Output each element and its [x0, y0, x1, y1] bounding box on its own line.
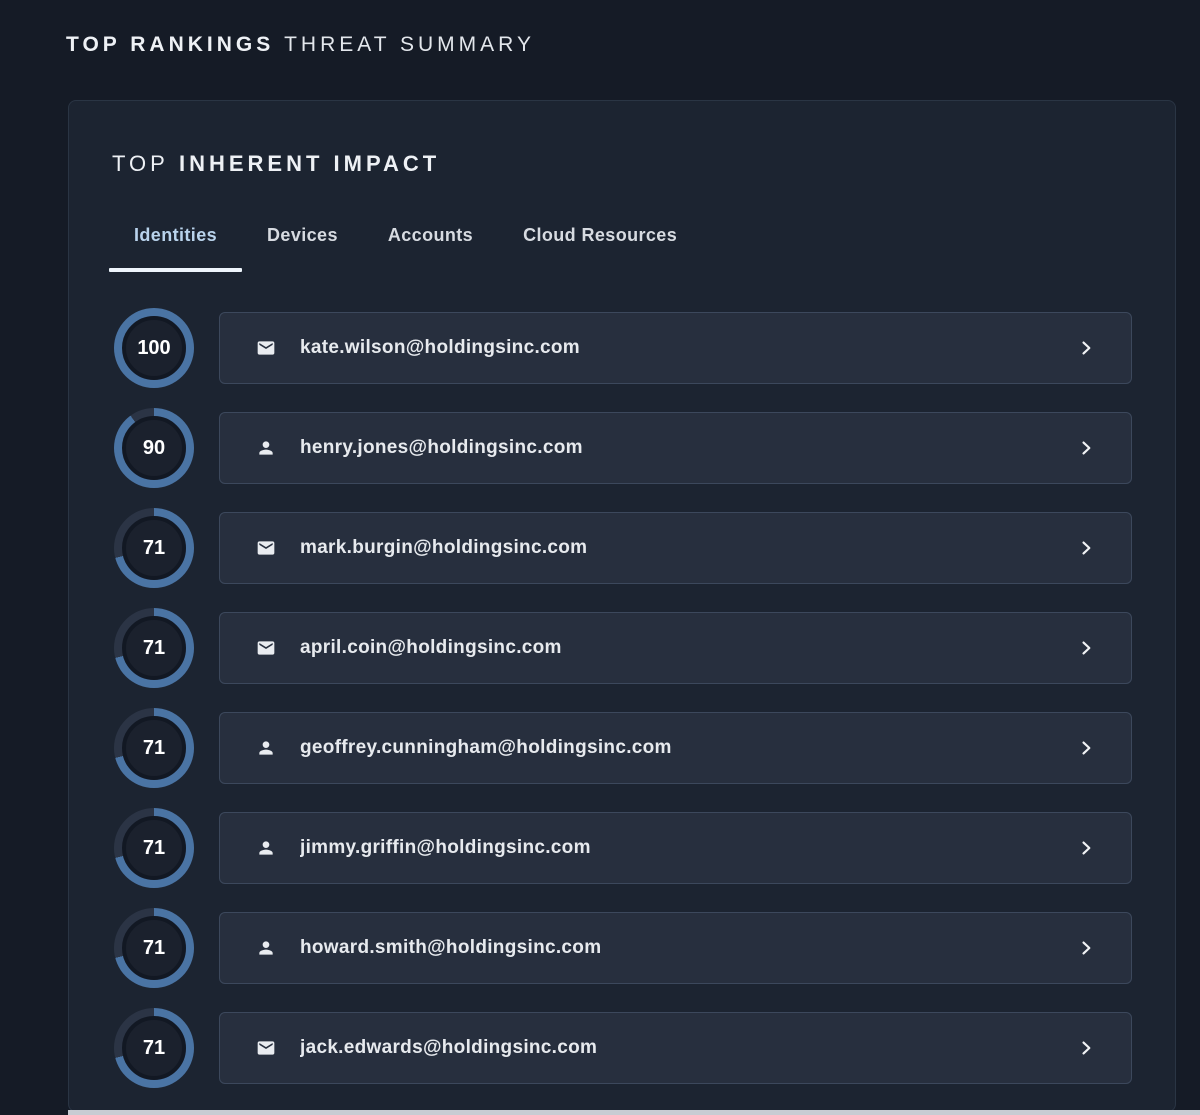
user-icon: [256, 938, 276, 958]
score-ring: 71: [114, 808, 194, 888]
chevron-right-icon[interactable]: [1075, 537, 1097, 559]
chevron-right-icon[interactable]: [1075, 337, 1097, 359]
user-icon: [256, 738, 276, 758]
row-label: april.coin@holdingsinc.com: [300, 637, 562, 658]
identity-row-button[interactable]: geoffrey.cunningham@holdingsinc.com: [219, 712, 1132, 784]
impact-row: 100 kate.wilson@holdingsinc.com: [114, 308, 1132, 388]
envelope-icon: [256, 638, 276, 658]
score-badge: 71: [122, 616, 186, 680]
identity-row-button[interactable]: april.coin@holdingsinc.com: [219, 612, 1132, 684]
chevron-right-icon[interactable]: [1075, 737, 1097, 759]
tab-bar: Identities Devices Accounts Cloud Resources: [109, 225, 1132, 272]
chevron-right-icon[interactable]: [1075, 837, 1097, 859]
score-ring: 71: [114, 708, 194, 788]
identity-row-button[interactable]: mark.burgin@holdingsinc.com: [219, 512, 1132, 584]
row-label: jimmy.griffin@holdingsinc.com: [300, 837, 591, 858]
score-badge: 100: [122, 316, 186, 380]
row-label: henry.jones@holdingsinc.com: [300, 437, 583, 458]
score-badge: 71: [122, 916, 186, 980]
score-ring: 100: [114, 308, 194, 388]
identity-row-button[interactable]: jack.edwards@holdingsinc.com: [219, 1012, 1132, 1084]
score-value: 71: [142, 836, 166, 859]
score-value: 100: [137, 336, 171, 359]
score-ring: 71: [114, 908, 194, 988]
score-ring: 71: [114, 608, 194, 688]
row-label: howard.smith@holdingsinc.com: [300, 937, 602, 958]
page-title-bold: TOP RANKINGS: [66, 33, 275, 56]
next-section-edge: [68, 1110, 1200, 1115]
page-title-space: [274, 33, 284, 56]
impact-row: 71 jack.edwards@holdingsinc.com: [114, 1008, 1132, 1088]
card-title-light: TOP: [112, 151, 169, 176]
identity-row-button[interactable]: henry.jones@holdingsinc.com: [219, 412, 1132, 484]
tab-identities[interactable]: Identities: [109, 225, 243, 272]
envelope-icon: [256, 538, 276, 558]
score-value: 71: [142, 936, 166, 959]
impact-row: 71 april.coin@holdingsinc.com: [114, 608, 1132, 688]
impact-row: 71 jimmy.griffin@holdingsinc.com: [114, 808, 1132, 888]
row-label: jack.edwards@holdingsinc.com: [300, 1037, 598, 1058]
row-label: mark.burgin@holdingsinc.com: [300, 537, 588, 558]
score-badge: 71: [122, 716, 186, 780]
row-label: geoffrey.cunningham@holdingsinc.com: [300, 737, 672, 758]
envelope-icon: [256, 338, 276, 358]
score-value: 71: [142, 736, 166, 759]
score-ring: 90: [114, 408, 194, 488]
row-label: kate.wilson@holdingsinc.com: [300, 337, 581, 358]
impact-row: 90 henry.jones@holdingsinc.com: [114, 408, 1132, 488]
card-title-space: [169, 151, 179, 176]
score-badge: 71: [122, 816, 186, 880]
score-value: 71: [142, 1036, 166, 1059]
tab-accounts[interactable]: Accounts: [387, 225, 474, 245]
score-ring: 71: [114, 1008, 194, 1088]
identity-row-button[interactable]: jimmy.griffin@holdingsinc.com: [219, 812, 1132, 884]
page-title-rest: THREAT SUMMARY: [284, 33, 535, 56]
impact-list: 100 kate.wilson@holdingsinc.com 90: [114, 308, 1132, 1088]
score-badge: 71: [122, 516, 186, 580]
impact-row: 71 geoffrey.cunningham@holdingsinc.com: [114, 708, 1132, 788]
envelope-icon: [256, 1038, 276, 1058]
user-icon: [256, 438, 276, 458]
chevron-right-icon[interactable]: [1075, 637, 1097, 659]
chevron-right-icon[interactable]: [1075, 1037, 1097, 1059]
card-title: TOP INHERENT IMPACT: [112, 151, 1132, 177]
user-icon: [256, 838, 276, 858]
impact-row: 71 mark.burgin@holdingsinc.com: [114, 508, 1132, 588]
tab-cloud-resources[interactable]: Cloud Resources: [523, 225, 678, 245]
page-title: TOP RANKINGS THREAT SUMMARY: [66, 33, 535, 57]
top-inherent-impact-card: TOP INHERENT IMPACT Identities Devices Acc…: [68, 100, 1176, 1112]
chevron-right-icon[interactable]: [1075, 437, 1097, 459]
card-title-bold: INHERENT IMPACT: [178, 151, 441, 176]
score-ring: 71: [114, 508, 194, 588]
score-value: 71: [142, 536, 166, 559]
identity-row-button[interactable]: howard.smith@holdingsinc.com: [219, 912, 1132, 984]
score-value: 71: [142, 636, 166, 659]
impact-row: 71 howard.smith@holdingsinc.com: [114, 908, 1132, 988]
tab-devices[interactable]: Devices: [267, 225, 338, 245]
chevron-right-icon[interactable]: [1075, 937, 1097, 959]
score-value: 90: [142, 436, 166, 459]
identity-row-button[interactable]: kate.wilson@holdingsinc.com: [219, 312, 1132, 384]
score-badge: 71: [122, 1016, 186, 1080]
score-badge: 90: [122, 416, 186, 480]
